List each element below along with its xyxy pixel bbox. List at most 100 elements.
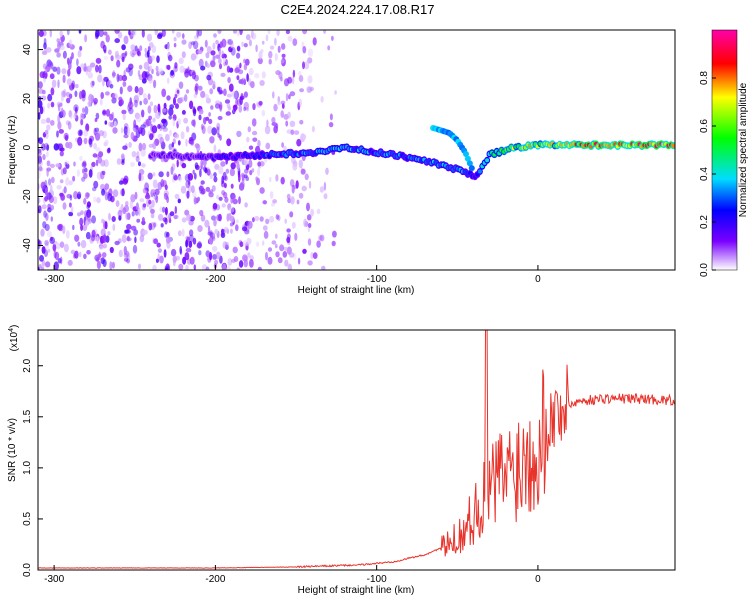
noise-speckle — [262, 240, 265, 246]
noise-speckle — [275, 174, 279, 182]
noise-speckle — [60, 107, 64, 117]
noise-speckle — [216, 194, 220, 200]
noise-speckle — [171, 142, 175, 148]
noise-speckle — [238, 173, 241, 183]
noise-speckle — [136, 151, 140, 159]
noise-speckle — [307, 260, 313, 266]
noise-speckle — [120, 153, 125, 160]
noise-speckle — [254, 72, 260, 79]
noise-speckle — [220, 161, 226, 167]
noise-speckle — [269, 176, 272, 183]
noise-speckle — [121, 74, 128, 82]
noise-speckle — [137, 207, 141, 217]
noise-speckle — [131, 151, 137, 158]
colorbar-tick-label: 0.6 — [699, 119, 710, 133]
noise-speckle — [81, 89, 86, 99]
noise-speckle — [170, 166, 174, 175]
noise-speckle — [192, 169, 195, 175]
spectrogram-x-tick-label: 0 — [535, 274, 541, 285]
noise-speckle — [243, 43, 248, 48]
noise-speckle — [86, 204, 90, 210]
noise-speckle — [91, 80, 95, 87]
noise-speckle — [230, 215, 235, 223]
noise-speckle — [246, 107, 249, 112]
noise-speckle — [63, 186, 67, 194]
noise-speckle — [243, 174, 248, 179]
noise-speckle — [109, 113, 114, 121]
noise-speckle — [59, 102, 63, 107]
noise-speckle — [148, 199, 152, 205]
noise-speckle — [158, 171, 164, 178]
noise-speckle — [277, 257, 283, 264]
noise-speckle — [38, 197, 41, 204]
noise-speckle — [134, 191, 138, 200]
noise-speckle — [120, 127, 124, 134]
noise-speckle — [50, 87, 55, 96]
noise-speckle — [162, 217, 168, 223]
noise-speckle — [47, 93, 53, 102]
noise-speckle — [193, 196, 197, 205]
noise-speckle — [256, 241, 260, 247]
noise-speckle — [38, 165, 43, 172]
noise-speckle — [139, 45, 143, 52]
noise-speckle — [41, 259, 46, 267]
noise-speckle — [49, 73, 55, 80]
noise-speckle — [321, 265, 326, 270]
noise-speckle — [178, 263, 184, 270]
noise-speckle — [84, 192, 90, 200]
noise-speckle — [39, 105, 44, 115]
noise-speckle — [142, 187, 147, 194]
noise-speckle — [206, 46, 212, 54]
noise-speckle — [241, 41, 244, 47]
noise-speckle — [242, 240, 247, 247]
tone-track-point — [477, 169, 482, 174]
noise-speckle — [98, 130, 105, 137]
noise-speckle — [141, 78, 147, 84]
noise-speckle — [233, 30, 237, 34]
noise-speckle — [91, 215, 96, 224]
noise-speckle — [247, 220, 253, 229]
noise-speckle — [38, 151, 42, 156]
noise-speckle — [71, 80, 76, 90]
noise-speckle — [47, 248, 51, 253]
noise-speckle — [119, 99, 124, 106]
noise-speckle — [140, 148, 146, 157]
noise-speckle — [237, 163, 241, 172]
noise-speckle — [38, 30, 44, 37]
noise-speckle — [125, 212, 129, 220]
noise-speckle — [255, 176, 259, 182]
noise-speckle — [197, 225, 203, 232]
noise-speckle — [49, 236, 55, 244]
snr-y-tick-label: 1.5 — [22, 409, 33, 423]
noise-speckle — [123, 175, 129, 184]
spectrogram-frame — [37, 29, 676, 271]
noise-speckle — [168, 115, 172, 120]
colorbar-tick-label: 0.8 — [699, 71, 710, 85]
noise-speckle — [48, 61, 53, 68]
noise-speckle — [194, 143, 200, 149]
noise-speckle — [79, 155, 83, 162]
noise-speckle — [285, 93, 289, 102]
noise-speckle — [128, 107, 134, 115]
noise-speckle — [290, 129, 295, 135]
noise-speckle — [281, 103, 285, 109]
noise-speckle — [308, 223, 312, 228]
noise-speckle — [174, 193, 180, 200]
snr-y-ticks: 0.0 0.5 1.0 1.5 2.0 — [22, 358, 43, 577]
noise-speckle — [257, 161, 262, 167]
noise-speckle — [46, 151, 49, 158]
noise-speckle — [198, 250, 202, 256]
noise-speckle — [320, 96, 324, 103]
noise-speckle — [82, 168, 85, 174]
noise-speckle — [100, 159, 106, 167]
noise-speckle — [188, 229, 194, 237]
noise-speckle — [73, 112, 77, 119]
noise-speckle — [95, 159, 99, 167]
noise-speckle — [236, 30, 241, 37]
noise-speckle — [77, 191, 82, 200]
noise-speckle — [232, 198, 238, 205]
noise-speckle — [76, 169, 80, 177]
noise-speckle — [221, 203, 226, 208]
noise-speckle — [99, 98, 103, 106]
noise-speckle — [230, 197, 234, 204]
